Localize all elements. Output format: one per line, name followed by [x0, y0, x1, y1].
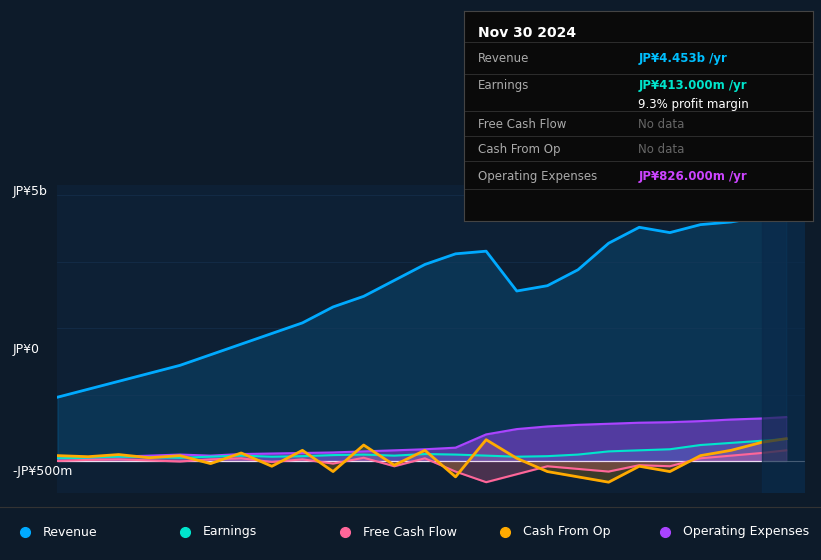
Text: Earnings: Earnings: [203, 525, 257, 539]
Text: Operating Expenses: Operating Expenses: [683, 525, 810, 539]
Text: Nov 30 2024: Nov 30 2024: [478, 26, 576, 40]
Text: Earnings: Earnings: [478, 80, 530, 92]
Text: JP¥826.000m /yr: JP¥826.000m /yr: [639, 170, 747, 183]
Text: 9.3% profit margin: 9.3% profit margin: [639, 98, 749, 111]
Text: Free Cash Flow: Free Cash Flow: [478, 118, 566, 131]
Text: Operating Expenses: Operating Expenses: [478, 170, 597, 183]
Text: No data: No data: [639, 143, 685, 156]
Text: JP¥5b: JP¥5b: [12, 185, 48, 198]
Text: JP¥0: JP¥0: [12, 343, 39, 356]
Text: Revenue: Revenue: [43, 525, 98, 539]
Text: Revenue: Revenue: [478, 52, 530, 65]
Text: Cash From Op: Cash From Op: [523, 525, 611, 539]
Text: Free Cash Flow: Free Cash Flow: [363, 525, 456, 539]
Bar: [762, 185, 805, 493]
Text: -JP¥500m: -JP¥500m: [12, 465, 73, 478]
Text: Cash From Op: Cash From Op: [478, 143, 560, 156]
Text: No data: No data: [639, 118, 685, 131]
Text: JP¥413.000m /yr: JP¥413.000m /yr: [639, 80, 747, 92]
Text: JP¥4.453b /yr: JP¥4.453b /yr: [639, 52, 727, 65]
